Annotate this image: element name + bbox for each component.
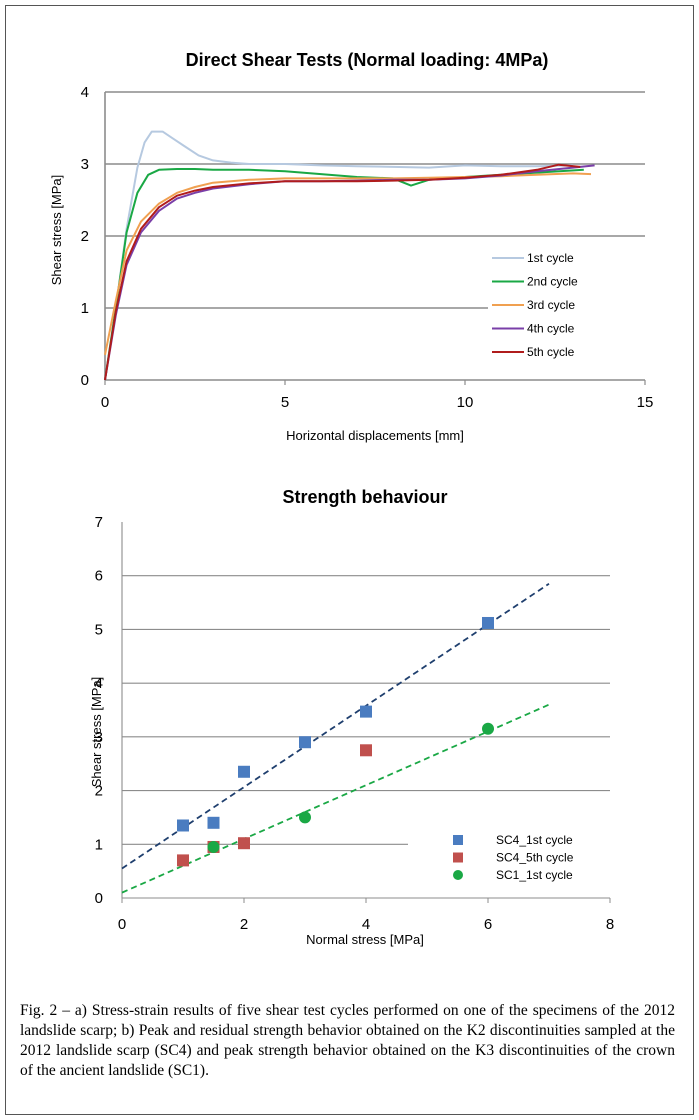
chart2-xtick-label: 0 <box>118 916 126 933</box>
chart1-xlabel: Horizontal displacements [mm] <box>286 428 464 443</box>
chart1-ytick-label: 0 <box>81 372 89 389</box>
chart2-point-series1 <box>177 819 189 832</box>
chart2-point-series2 <box>238 837 250 850</box>
chart1-legend-label: 2nd cycle <box>527 275 578 289</box>
chart1-legend-label: 5th cycle <box>527 345 575 359</box>
chart2-trendline-3 <box>121 703 550 894</box>
chart1-xtick-label: 15 <box>637 394 654 411</box>
chart2-point-series1 <box>360 705 372 718</box>
chart2-xtick-label: 4 <box>362 916 370 933</box>
chart2-point-series2 <box>177 854 189 867</box>
stress-strain-chart: Direct Shear Tests (Normal loading: 4MPa… <box>49 50 653 443</box>
chart2-ytick-label: 5 <box>95 621 103 638</box>
chart2-legend: SC4_1st cycle SC4_5th cycle SC1_1st cycle <box>453 833 574 882</box>
chart2-xlabel: Normal stress [MPa] <box>306 932 424 947</box>
chart2-tick-labels: 0 1 2 3 4 5 6 7 0 2 4 6 8 <box>95 514 615 933</box>
chart1-ytick-label: 2 <box>81 228 89 245</box>
chart1-legend-label: 3rd cycle <box>527 298 575 312</box>
chart2-trendlines <box>121 583 550 894</box>
chart1-series-line-4 <box>104 164 595 381</box>
chart2-title: Strength behaviour <box>282 487 447 507</box>
chart2-gridlines <box>121 522 611 903</box>
chart1-ytick-label: 1 <box>81 300 89 317</box>
chart2-ylabel: Shear stress [MPa] <box>89 677 104 788</box>
chart2-point-series3 <box>207 840 220 853</box>
figure-caption: Fig. 2 – a) Stress-strain results of fiv… <box>20 1002 675 1079</box>
chart1-legend-label: 4th cycle <box>527 322 575 336</box>
chart2-ytick-label: 2 <box>95 783 103 800</box>
figure-charts: Direct Shear Tests (Normal loading: 4MPa… <box>49 50 653 947</box>
chart2-point-series2 <box>360 744 372 757</box>
chart1-series <box>104 130 595 381</box>
chart2-ytick-label: 1 <box>95 836 103 853</box>
chart1-ytick-label: 3 <box>81 156 89 173</box>
chart2-legend-swatch <box>453 852 463 863</box>
chart2-point-series1 <box>482 616 494 629</box>
chart2-xtick-label: 6 <box>484 916 492 933</box>
chart2-legend-label: SC4_1st cycle <box>496 833 573 847</box>
chart2-xtick-label: 8 <box>606 916 614 933</box>
chart1-title: Direct Shear Tests (Normal loading: 4MPa… <box>186 50 549 70</box>
chart2-point-series1 <box>207 816 220 829</box>
chart2-ytick-label: 7 <box>95 514 103 531</box>
chart2-ytick-label: 0 <box>95 890 103 907</box>
chart1-series-line-1 <box>104 130 574 381</box>
chart2-ytick-label: 3 <box>95 729 103 746</box>
chart1-tick-labels: 0 1 2 3 4 0 5 10 15 <box>81 84 654 411</box>
chart2-ytick-label: 6 <box>95 568 103 585</box>
chart2-legend-swatch <box>453 835 463 845</box>
chart2-point-series3 <box>299 811 311 824</box>
chart2-point-series3 <box>482 722 494 735</box>
chart1-series-line-5 <box>104 163 581 381</box>
chart1-ylabel: Shear stress [MPa] <box>49 175 64 286</box>
chart2-legend-label: SC4_5th cycle <box>496 851 574 865</box>
strength-chart: Strength behaviour 0 1 2 3 4 5 6 7 0 2 4 6 8 Normal … <box>89 487 614 947</box>
chart2-ytick-label: 4 <box>95 675 103 692</box>
figure-frame <box>5 5 694 1115</box>
chart1-gridlines <box>104 91 646 385</box>
chart1-ytick-label: 4 <box>81 84 89 101</box>
chart2-point-series1 <box>299 736 311 749</box>
chart1-xtick-label: 10 <box>457 394 474 411</box>
chart2-point-series1 <box>238 765 250 778</box>
chart2-trendline-1 <box>121 583 550 870</box>
chart1-series-line-2 <box>104 168 584 381</box>
chart2-series <box>177 616 494 867</box>
chart1-legend: 1st cycle 2nd cycle 3rd cycle 4th cycle 5th … <box>492 251 578 359</box>
chart2-legend-swatch <box>453 870 463 880</box>
chart2-xtick-label: 2 <box>240 916 248 933</box>
chart1-legend-label: 1st cycle <box>527 251 574 265</box>
chart1-xtick-label: 5 <box>281 394 289 411</box>
chart2-legend-label: SC1_1st cycle <box>496 868 573 882</box>
chart1-xtick-label: 0 <box>101 394 109 411</box>
